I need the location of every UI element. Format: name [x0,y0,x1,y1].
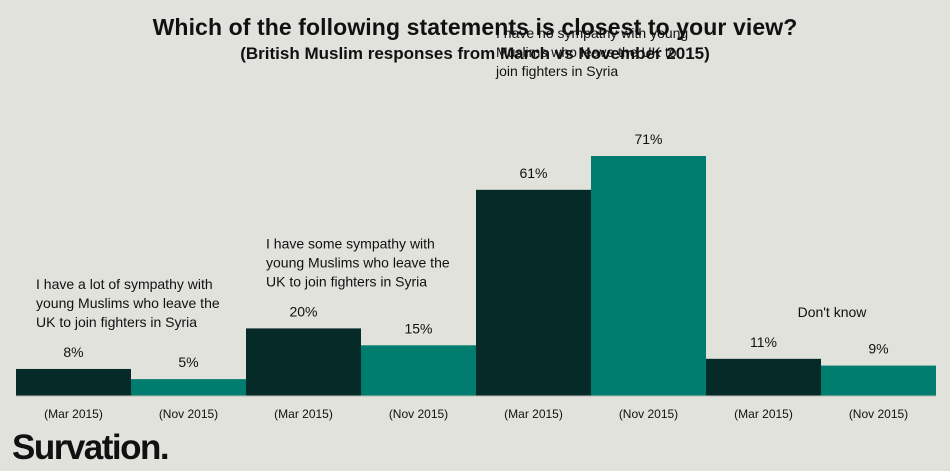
value-label-3-1: 61% [519,165,547,181]
value-label-2-1: 20% [289,303,317,319]
value-label-3-2: 71% [634,131,662,147]
period-label-3-2: (Nov 2015) [619,407,678,421]
category-label-2-line-3: UK to join fighters in Syria [266,273,427,289]
period-label-4-1: (Mar 2015) [734,407,793,421]
value-label-4-2: 9% [868,341,888,357]
value-label-4-1: 11% [750,334,777,350]
category-label-3-line-1: I have no sympathy with young [496,25,688,41]
category-label-1-line-3: UK to join fighters in Syria [36,314,197,330]
value-label-1-2: 5% [178,354,198,370]
bar-3-1 [476,189,591,396]
category-label-3-line-3: join fighters in Syria [495,63,618,79]
category-label-3-line-2: Muslims who leave the UK to [496,44,677,60]
value-label-1-1: 8% [63,344,83,360]
category-label-1-line-1: I have a lot of sympathy with [36,276,213,292]
bar-2-1 [246,328,361,396]
category-label-4-line-1: Don't know [798,304,868,320]
bar-2-2 [361,345,476,396]
bar-4-2 [821,365,936,396]
bar-1-2 [131,379,246,396]
category-label-2-line-1: I have some sympathy with [266,235,435,251]
bar-1-1 [16,368,131,396]
category-label-2-line-2: young Muslims who leave the [266,254,450,270]
value-label-2-2: 15% [404,320,432,336]
period-label-4-2: (Nov 2015) [849,407,908,421]
period-label-1-1: (Mar 2015) [44,407,103,421]
chart-subtitle: (British Muslim responses from March vs … [240,44,710,63]
period-label-2-2: (Nov 2015) [389,407,448,421]
period-label-2-1: (Mar 2015) [274,407,333,421]
category-label-1-line-2: young Muslims who leave the [36,295,220,311]
period-label-3-1: (Mar 2015) [504,407,563,421]
period-label-1-2: (Nov 2015) [159,407,218,421]
bar-4-1 [706,358,821,396]
chart-title: Which of the following statements is clo… [152,14,798,40]
bar-3-2 [591,156,706,396]
survation-logo: Survation. [12,428,170,467]
